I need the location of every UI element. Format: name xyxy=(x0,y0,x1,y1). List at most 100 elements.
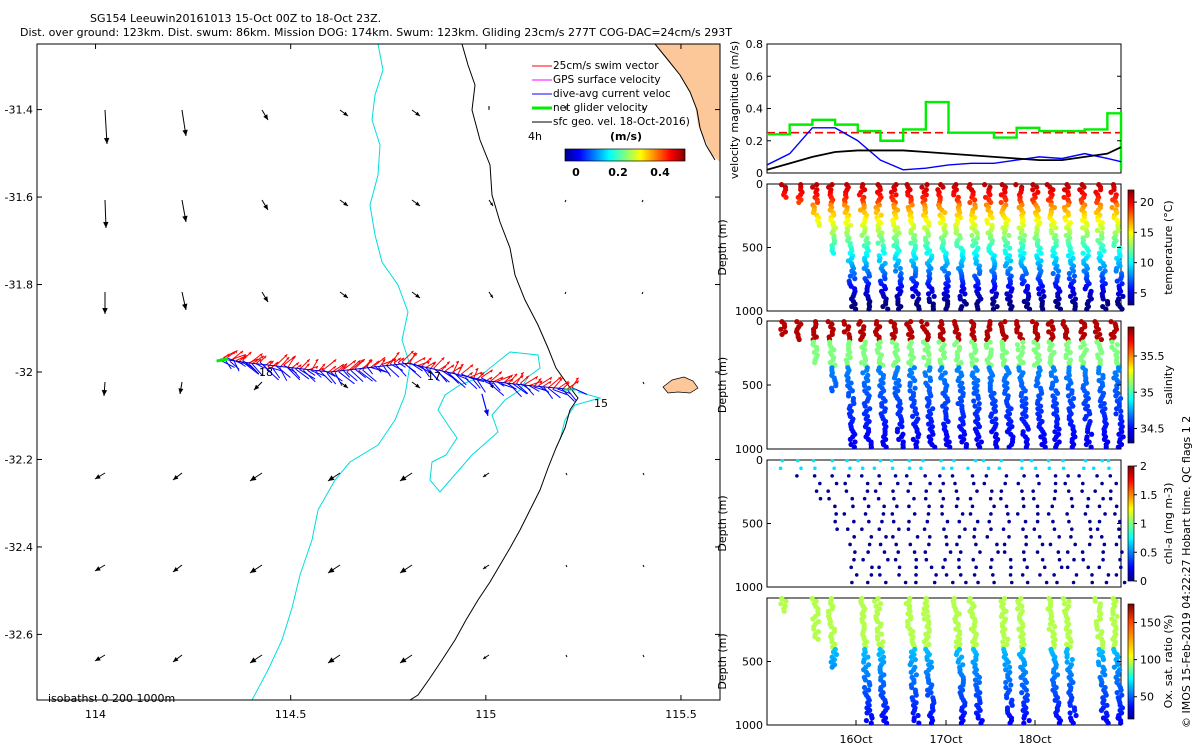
section-dot xyxy=(910,710,916,716)
section-dot xyxy=(943,557,947,562)
dac-vector xyxy=(330,372,343,382)
section-dot xyxy=(1118,557,1122,562)
section-dot xyxy=(997,466,1002,471)
section-dot xyxy=(1052,697,1058,703)
section-dot xyxy=(921,458,925,463)
section-dot xyxy=(1023,679,1030,686)
swim-vector-head xyxy=(548,377,552,381)
section-dot xyxy=(1099,235,1105,241)
section-dot xyxy=(1070,268,1077,274)
section-dot xyxy=(1117,535,1122,539)
section-dot xyxy=(925,519,930,524)
section-dot xyxy=(1066,598,1072,604)
section-dot xyxy=(892,227,898,233)
section-dot xyxy=(866,687,872,693)
section-dot xyxy=(978,720,984,726)
section-dot xyxy=(908,542,913,547)
sfc-arrow-head xyxy=(328,567,335,573)
isobath-1000m xyxy=(251,44,411,700)
colorbar-label: chl-a (mg m-3) xyxy=(1162,483,1175,565)
section-dot xyxy=(1006,232,1012,239)
section-dot xyxy=(987,388,993,394)
section-dot xyxy=(810,184,816,190)
section-dot xyxy=(890,362,897,368)
sfc-arrow-head xyxy=(263,296,268,302)
section-dot xyxy=(1119,306,1125,312)
section-dot xyxy=(895,504,899,509)
swim-vector-head xyxy=(344,363,348,367)
section-dot xyxy=(923,474,927,478)
vel-ytick-label: 0.4 xyxy=(746,103,764,116)
section-dot xyxy=(1003,349,1010,355)
section-dot xyxy=(1082,466,1086,471)
section-dot xyxy=(1004,474,1009,478)
section-dot xyxy=(1109,339,1115,345)
section-dot xyxy=(1050,504,1055,509)
section-dot xyxy=(834,512,838,516)
section-dot xyxy=(1080,550,1085,554)
swim-vector-head xyxy=(365,363,369,367)
section-dot xyxy=(1094,227,1100,233)
section-dot xyxy=(781,608,787,614)
section-dot xyxy=(1097,388,1103,394)
section-dot xyxy=(1098,682,1105,688)
section-dot xyxy=(938,489,943,493)
section-dot xyxy=(813,466,817,471)
map-xtick-label: 115 xyxy=(475,708,496,721)
section-dot xyxy=(878,212,884,218)
vel-ytick-label: 0.6 xyxy=(746,70,764,83)
section-dot xyxy=(1081,557,1086,562)
section-dot xyxy=(1019,281,1025,287)
swim-vector-head xyxy=(520,375,524,379)
section-dot xyxy=(1082,416,1088,422)
swim-vector-head xyxy=(397,357,401,361)
dac-vector xyxy=(251,363,264,377)
section-dot xyxy=(1055,580,1059,585)
section-dot xyxy=(1003,250,1009,256)
colorbar-tick-label: 20 xyxy=(1140,196,1154,209)
section-dot xyxy=(809,596,815,602)
section-dot xyxy=(1019,623,1026,630)
section-dot xyxy=(955,542,959,547)
section-dot xyxy=(926,222,932,228)
section-dot xyxy=(950,474,955,478)
section-dot xyxy=(893,192,899,198)
swim-vector-head xyxy=(507,375,511,379)
section-dot xyxy=(1101,550,1105,554)
section-dot xyxy=(1060,596,1066,602)
sfc-arrow-head xyxy=(343,383,348,388)
dac-vector xyxy=(287,367,301,381)
map-xtick-label: 115.5 xyxy=(665,708,697,721)
section-dot xyxy=(1063,626,1069,632)
section-dot xyxy=(947,444,953,450)
section-dot xyxy=(1101,496,1105,501)
section-dot xyxy=(950,580,955,585)
section-dot xyxy=(845,393,852,399)
section-dot xyxy=(1114,613,1120,620)
section-dot xyxy=(889,458,894,463)
section-dot xyxy=(1021,550,1026,554)
section-dot xyxy=(908,654,914,660)
section-dot xyxy=(1015,347,1021,353)
section-dot xyxy=(926,512,931,516)
section-dot xyxy=(970,242,976,249)
section-dot xyxy=(1025,565,1029,570)
section-dot xyxy=(1067,293,1074,299)
section-dot xyxy=(812,360,818,366)
section-dot xyxy=(1020,573,1025,577)
sfc-arrow-head xyxy=(101,389,108,396)
section-dot xyxy=(1021,496,1025,501)
sfc-arrow-head xyxy=(182,129,188,136)
swim-vector-head xyxy=(481,372,485,376)
section-dot xyxy=(981,458,986,463)
colorbar-tick-label: 0 xyxy=(1140,575,1147,588)
section-dot xyxy=(923,372,929,378)
section-dot xyxy=(1024,542,1028,547)
section-dot xyxy=(1096,662,1102,668)
section-dot xyxy=(877,474,881,478)
section-dot xyxy=(1001,230,1007,236)
dac-vector xyxy=(311,370,327,377)
sfc-arrow-head xyxy=(643,655,644,657)
section-dot xyxy=(923,550,928,554)
section-dot xyxy=(1113,512,1117,516)
